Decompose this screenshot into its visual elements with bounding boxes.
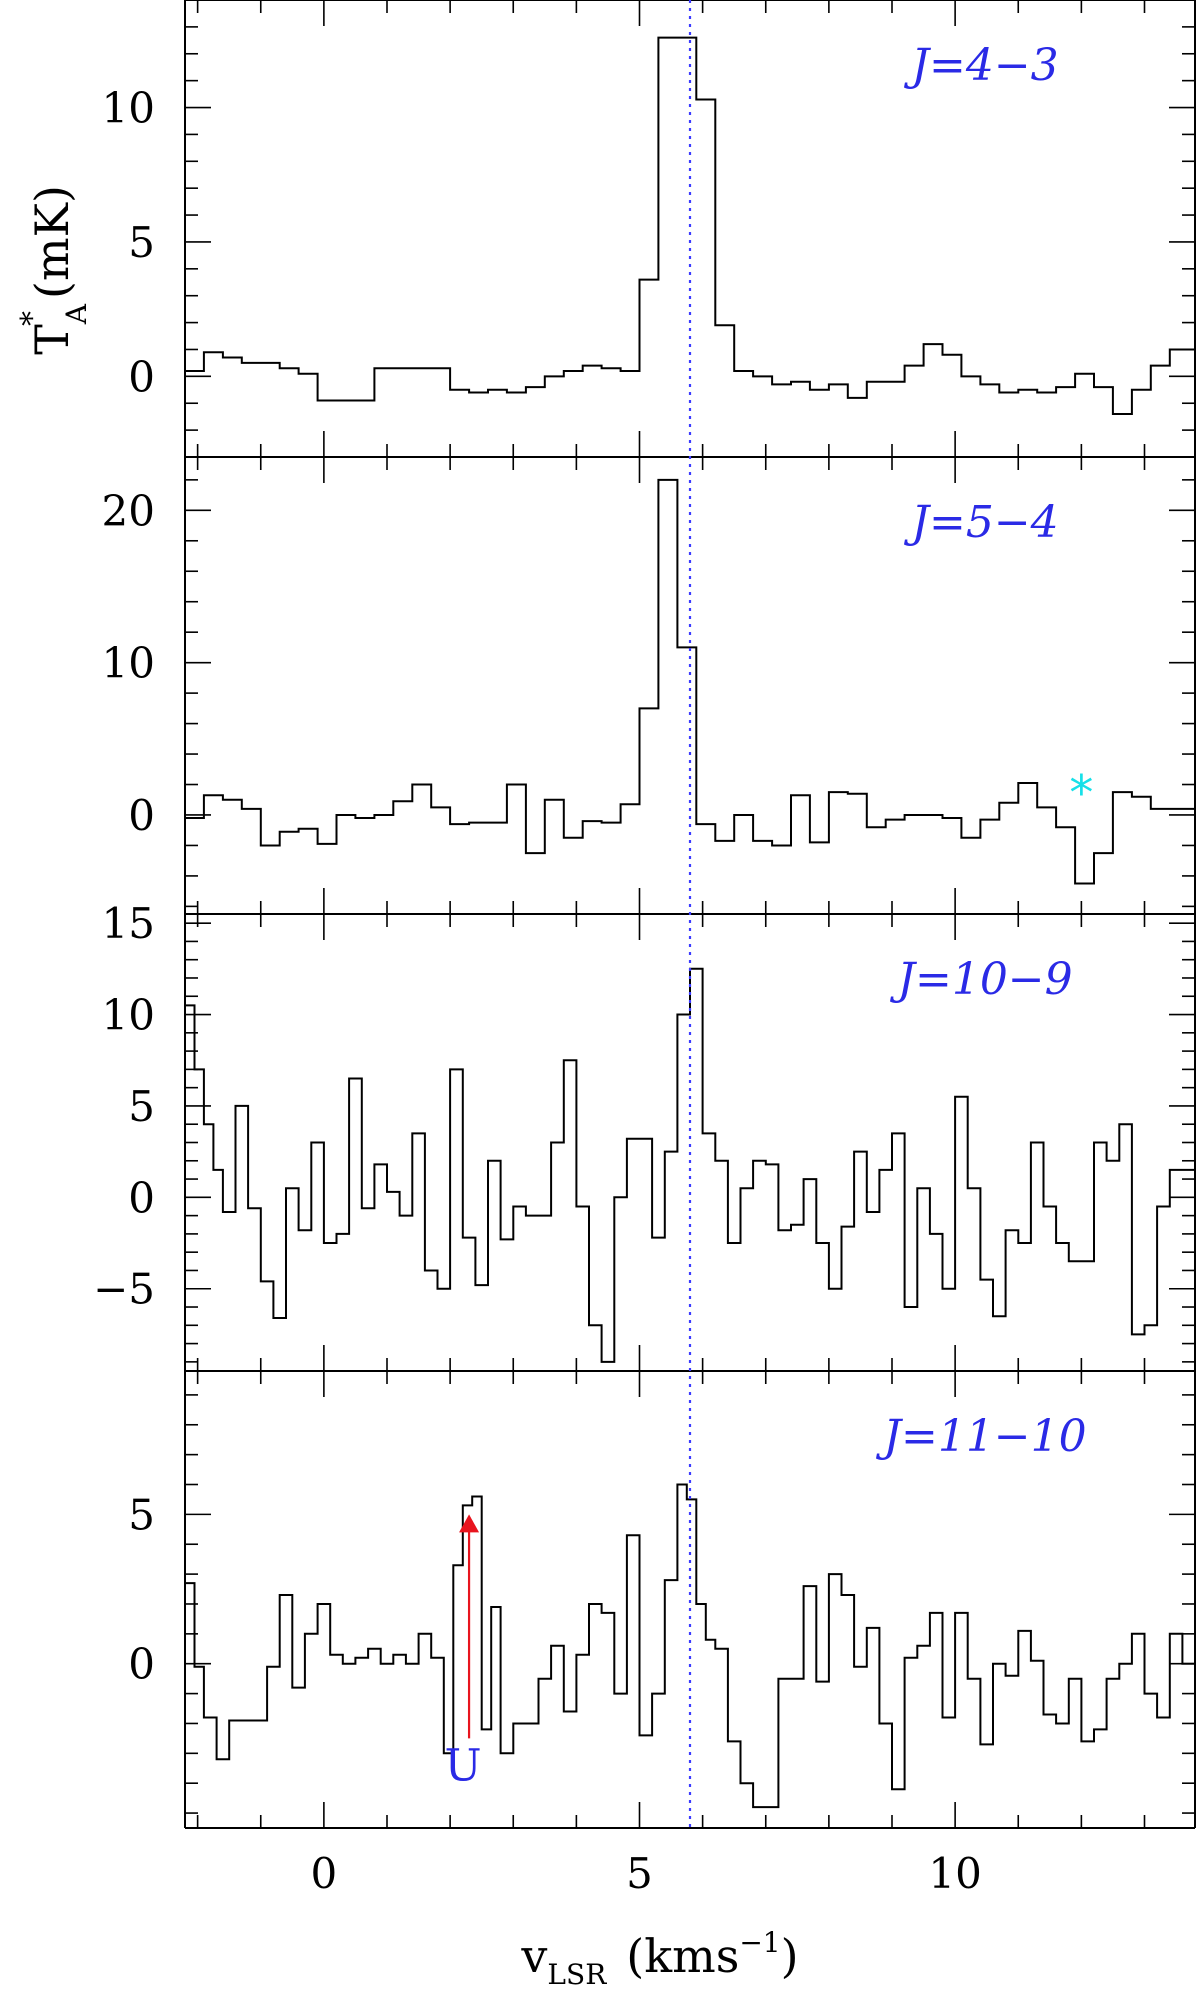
y-tick-label: 10	[102, 84, 155, 133]
x-tick-label: 5	[626, 1849, 653, 1898]
y-tick-label: 0	[128, 791, 155, 840]
panel-transition-label: J=4−3	[903, 40, 1058, 91]
y-tick-label: 20	[102, 486, 155, 535]
y-tick-label: 15	[102, 899, 155, 948]
y-axis-title-unit: (mK)	[25, 185, 79, 299]
x-axis-title-v: v	[520, 1929, 547, 1983]
y-axis-title: TA * (mK)	[15, 185, 93, 355]
panel-2: 0 10 20 J=5−4 *	[102, 457, 1196, 915]
x-axis-title: vLSR (kms−1)	[520, 1926, 798, 1991]
y-tick-label: −5	[93, 1265, 155, 1314]
y-axis-title-sub: A	[60, 303, 93, 325]
x-axis-title-unit: (kms	[626, 1929, 739, 1983]
panel-1: 0 5 10 J=4−3	[102, 0, 1196, 458]
x-axis-title-sub: LSR	[547, 1958, 607, 1991]
y-axis-title-star: *	[15, 311, 50, 326]
spectrum-line	[185, 36, 1195, 415]
y-tick-label: 10	[102, 991, 155, 1040]
spectrum-line	[185, 1483, 1195, 1809]
panel-transition-label: J=11−10	[875, 1411, 1086, 1462]
x-axis-title-text: vLSR (kms−1)	[520, 1926, 798, 1991]
panel-4: 0 5 J=11−10 U 0 5 10	[128, 1371, 1196, 1898]
anomaly-star-marker: *	[1069, 766, 1093, 822]
y-tick-label: 5	[128, 1082, 155, 1131]
spectrum-line	[185, 478, 1195, 885]
panel-transition-label: J=10−9	[889, 954, 1072, 1005]
y-axis-title-text: TA * (mK)	[15, 185, 93, 355]
y-tick-label: 0	[128, 1173, 155, 1222]
x-axis-title-exp: −1	[739, 1926, 780, 1959]
y-tick-label: 0	[128, 1640, 155, 1689]
y-tick-label: 10	[102, 639, 155, 688]
unidentified-arrow-head	[459, 1514, 480, 1533]
x-axis-title-close: )	[781, 1929, 799, 1983]
y-tick-label: 5	[128, 1490, 155, 1539]
panel-transition-label: J=5−4	[903, 497, 1058, 548]
y-tick-label: 0	[128, 352, 155, 401]
spectrum-line	[185, 967, 1195, 1363]
x-tick-label: 10	[928, 1849, 981, 1898]
y-tick-label: 5	[128, 218, 155, 267]
panel-3: −5 0 5 10 15 J=10−9	[93, 899, 1196, 1372]
unidentified-label-U: U	[445, 1740, 482, 1791]
x-tick-label: 0	[311, 1849, 338, 1898]
y-axis-title-T: T	[25, 324, 79, 355]
panels-group: 0 5 10 J=4−3 0 10 20 J=5−4 * −5 0 5 10 15 J=10−9 0 5 J=11…	[93, 0, 1196, 1898]
